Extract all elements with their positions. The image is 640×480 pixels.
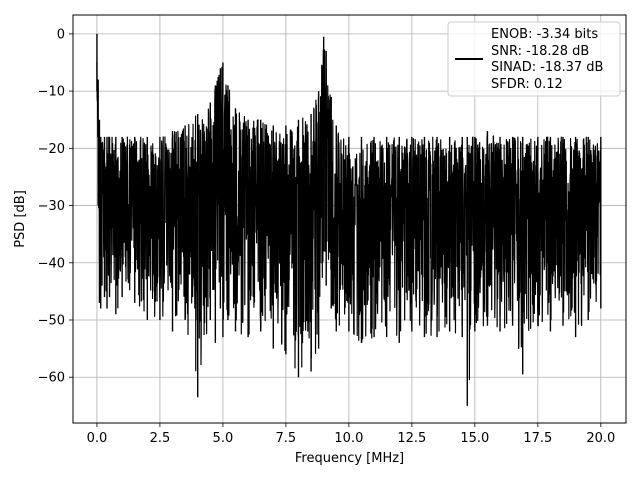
x-tick-label: 17.5 xyxy=(523,431,552,446)
legend-entry-enob: ENOB: -3.34 bits xyxy=(491,27,598,42)
legend-box xyxy=(447,21,621,97)
x-tick-label: 15.0 xyxy=(460,431,489,446)
y-tick-label: −40 xyxy=(38,256,65,271)
x-axis-label: Frequency [MHz] xyxy=(295,451,404,466)
y-tick-label: −50 xyxy=(38,313,65,328)
legend: ENOB: -3.34 bits SNR: -18.28 dB SINAD: -… xyxy=(447,21,621,97)
x-tick-label: 2.5 xyxy=(150,431,171,446)
y-axis-ticks: 0 −10 −20 −30 −40 −50 −60 xyxy=(38,27,73,386)
x-tick-label: 5.0 xyxy=(213,431,234,446)
y-tick-label: −60 xyxy=(38,371,65,386)
psd-trace xyxy=(96,33,602,406)
x-tick-label: 20.0 xyxy=(586,431,615,446)
x-tick-label: 12.5 xyxy=(397,431,426,446)
legend-entry-sfdr: SFDR: 0.12 xyxy=(491,77,563,92)
plot-frame xyxy=(72,14,627,424)
x-tick-label: 0.0 xyxy=(87,431,108,446)
y-tick-label: −30 xyxy=(38,199,65,214)
y-tick-label: −20 xyxy=(38,142,65,157)
y-tick-label: −10 xyxy=(38,85,65,100)
x-tick-label: 7.5 xyxy=(276,431,297,446)
legend-entry-sinad: SINAD: -18.37 dB xyxy=(491,60,603,75)
x-tick-label: 10.0 xyxy=(334,431,363,446)
y-axis-label: PSD [dB] xyxy=(13,190,28,248)
legend-entry-snr: SNR: -18.28 dB xyxy=(491,44,589,59)
x-axis-ticks: 0.0 2.5 5.0 7.5 10.0 12.5 15.0 17.5 20.0 xyxy=(87,423,615,446)
y-tick-label: 0 xyxy=(57,27,65,42)
